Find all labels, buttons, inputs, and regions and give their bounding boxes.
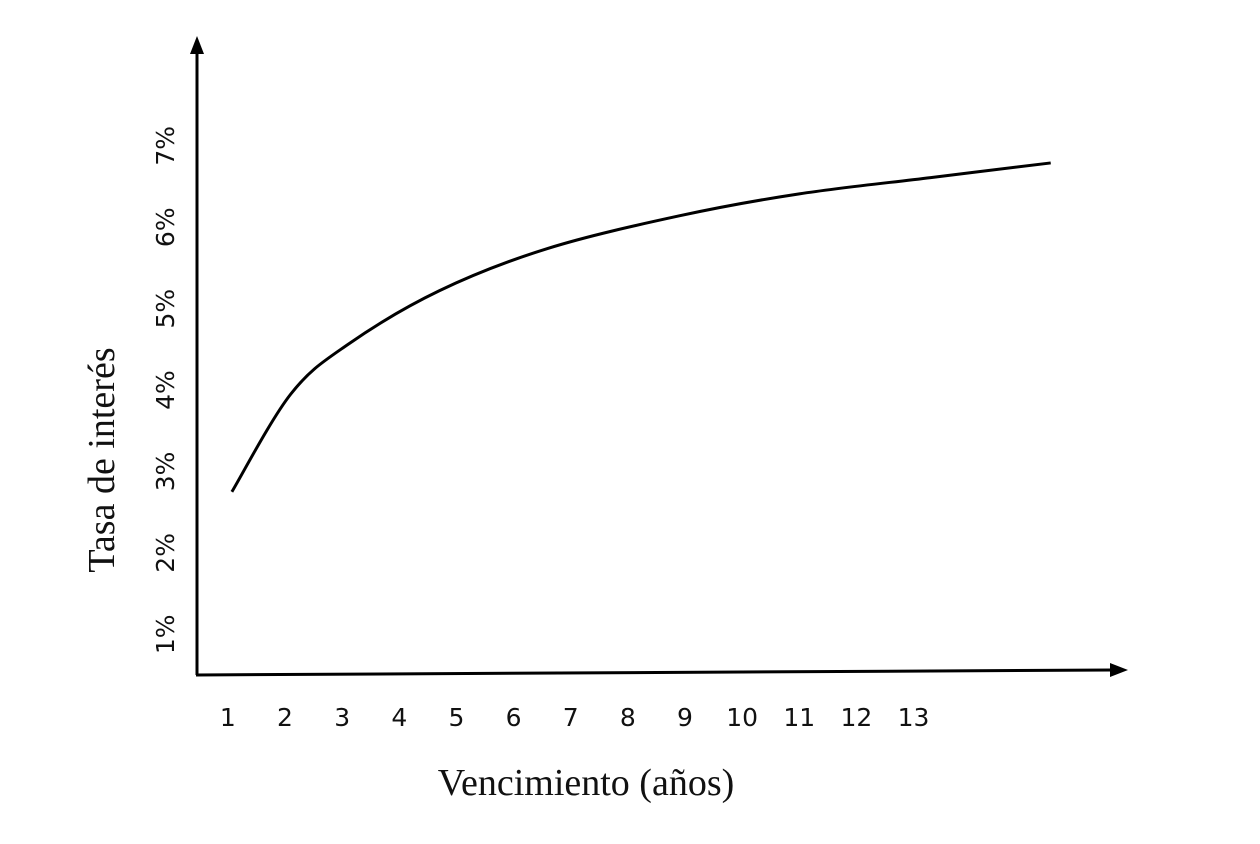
x-tick-label: 6 xyxy=(506,703,522,732)
x-tick-label: 1 xyxy=(220,703,236,732)
y-axis-arrow xyxy=(190,36,204,54)
y-tick-label: 5% xyxy=(151,289,180,329)
x-axis-arrow xyxy=(1110,663,1128,677)
x-tick-label: 13 xyxy=(898,703,930,732)
x-axis-title: Vencimiento (años) xyxy=(438,762,735,804)
x-tick-label: 12 xyxy=(841,703,873,732)
x-tick-label: 9 xyxy=(677,703,693,732)
x-tick-label: 7 xyxy=(563,703,579,732)
x-tick-label: 8 xyxy=(620,703,636,732)
y-tick-label: 2% xyxy=(151,533,180,573)
x-tick-label: 4 xyxy=(391,703,407,732)
x-tick-label: 10 xyxy=(726,703,758,732)
y-tick-label: 1% xyxy=(151,614,180,654)
y-tick-label: 3% xyxy=(151,452,180,492)
x-tick-label: 2 xyxy=(277,703,293,732)
x-tick-label: 3 xyxy=(334,703,350,732)
y-tick-label: 4% xyxy=(151,370,180,410)
y-tick-label: 7% xyxy=(151,126,180,166)
y-tick-label: 6% xyxy=(151,207,180,247)
x-axis xyxy=(195,668,1113,677)
line xyxy=(230,161,1051,493)
x-tick-label: 5 xyxy=(448,703,464,732)
x-tick-label: 11 xyxy=(783,703,815,732)
y-axis-title: Tasa de interés xyxy=(81,347,123,572)
